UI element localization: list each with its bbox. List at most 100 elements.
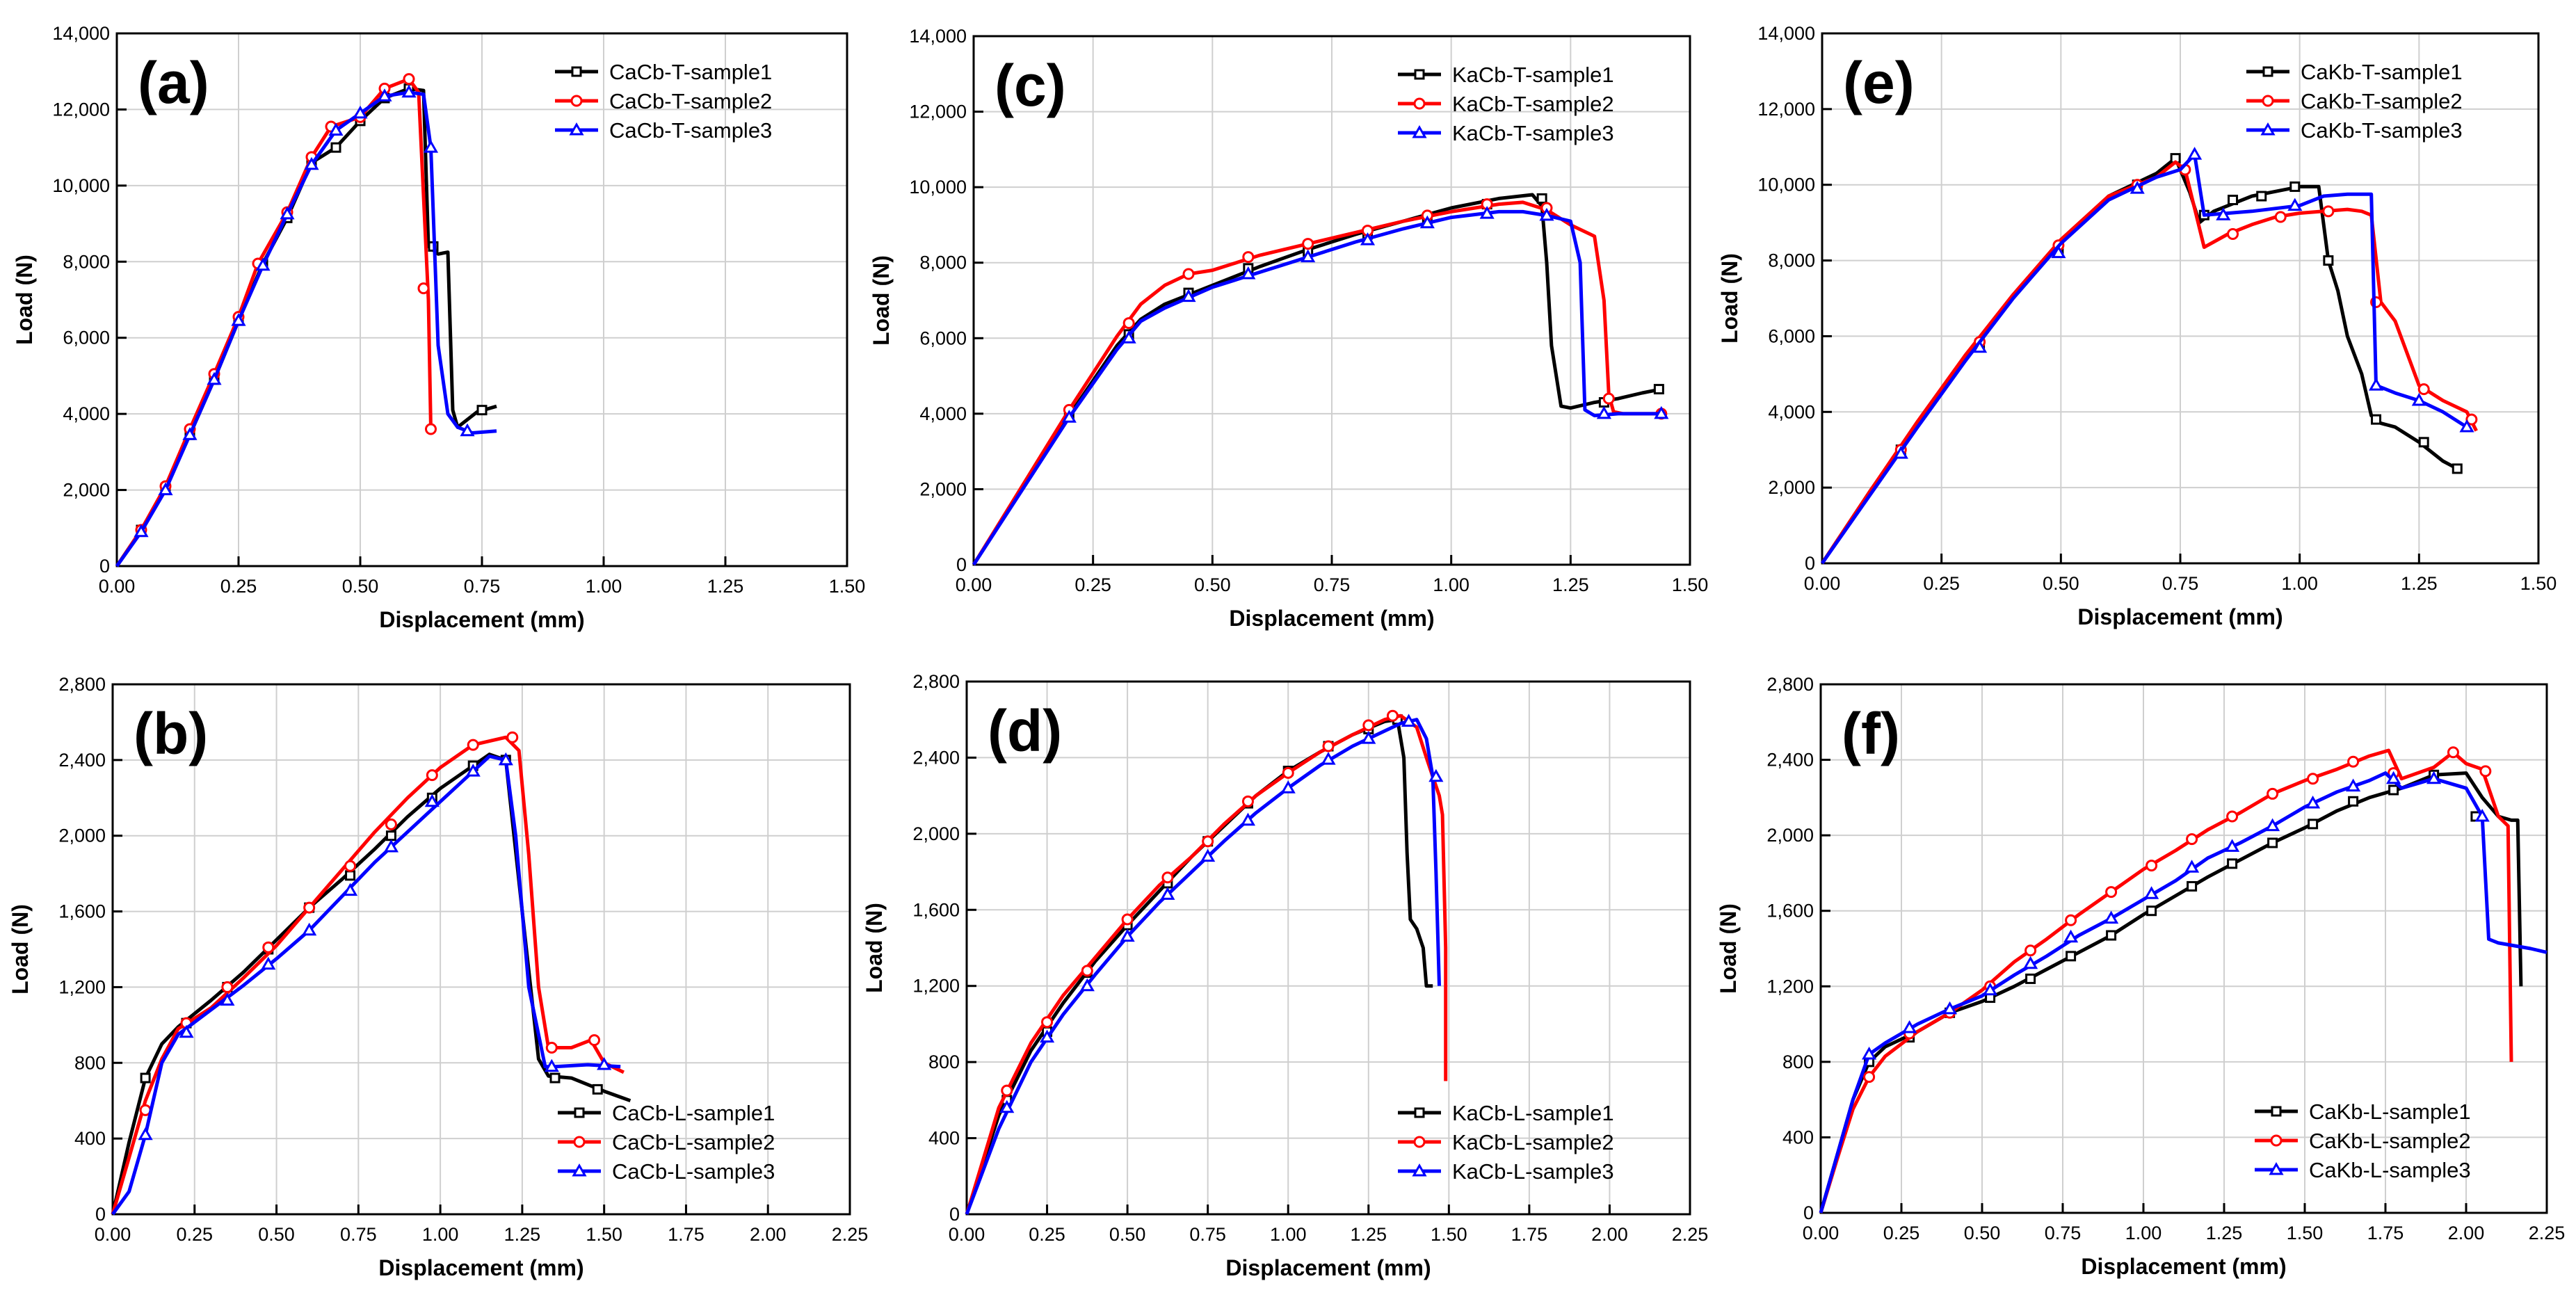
y-tick-label: 14,000 [52, 23, 110, 44]
data-point [1602, 392, 1615, 405]
data-point [2274, 211, 2287, 223]
data-point [1160, 887, 1175, 900]
series-CaCb-L-sample3 [111, 752, 621, 1216]
data-point [385, 818, 397, 830]
series-line [1820, 152, 2468, 565]
data-point [2323, 255, 2334, 266]
data-point [2144, 886, 2159, 899]
series-KaCb-L-sample3 [965, 714, 1444, 1215]
legend: KaCb-L-sample1 KaCb-L-sample2 KaCb-L-sampl… [1398, 1101, 1614, 1184]
x-tick-label: 0.75 [464, 576, 501, 597]
panel-label: (b) [134, 701, 208, 766]
legend-marker [1413, 1136, 1426, 1148]
series-line [965, 718, 1441, 1215]
data-point [498, 752, 513, 766]
data-point [1301, 249, 1316, 263]
data-point [2305, 795, 2321, 809]
x-tick-label: 2.25 [2529, 1223, 2566, 1243]
data-point [1200, 848, 1216, 862]
y-tick-label: 8,000 [919, 252, 967, 273]
legend-marker [1414, 1107, 1425, 1118]
data-point [1122, 317, 1135, 330]
chart-panel-1: 0.00 0.25 0.50 0.75 1.00 1.25 1.50 0 2,000 4,000 6… [869, 26, 1708, 631]
data-point [2066, 951, 2077, 962]
data-point [280, 206, 295, 220]
legend-label: CaCb-L-sample1 [612, 1101, 775, 1125]
data-point [1942, 1001, 1958, 1015]
y-tick-label: 2,000 [58, 825, 106, 846]
data-point [2267, 787, 2279, 800]
data-point [2146, 860, 2158, 872]
legend-label: CaKb-T-sample3 [2301, 118, 2463, 143]
y-tick-label: 1,600 [58, 901, 106, 922]
y-tick-label: 400 [928, 1128, 960, 1149]
x-tick-label: 2.00 [2448, 1223, 2485, 1243]
legend-marker [1413, 97, 1426, 110]
chart-panel-0: 0.00 0.25 0.50 0.75 1.00 1.25 1.50 0 2,000 4,000 6… [12, 23, 865, 632]
legend-label: CaCb-T-sample2 [609, 89, 772, 113]
x-tick-label: 1.50 [829, 576, 866, 597]
data-point [182, 427, 198, 440]
y-tick-label: 6,000 [63, 328, 110, 348]
legend-label: CaCb-T-sample1 [609, 60, 772, 84]
data-point [999, 1099, 1015, 1113]
data-point [1120, 928, 1135, 942]
x-tick-label: 1.50 [1672, 574, 1709, 595]
legend-marker [1414, 69, 1425, 80]
data-point [1983, 982, 1998, 996]
y-tick-label: 2,400 [912, 747, 960, 768]
series-line [115, 77, 433, 567]
y-axis-label: Load (N) [869, 255, 894, 346]
legend-label: KaCb-T-sample1 [1452, 63, 1614, 87]
legend: CaCb-T-sample1 CaCb-T-sample2 CaCb-T-sampl… [555, 60, 772, 143]
data-point [330, 142, 341, 153]
data-point [2146, 905, 2157, 917]
data-point [2474, 808, 2490, 822]
data-point [303, 901, 316, 914]
data-point [2465, 413, 2478, 426]
y-tick-label: 2,400 [1766, 750, 1814, 771]
series-KaCb-L-sample1 [965, 714, 1433, 1215]
legend-marker [2269, 1161, 2284, 1175]
data-point [2347, 755, 2360, 768]
data-point [353, 105, 368, 119]
data-point [2386, 771, 2401, 784]
x-tick-label: 0.00 [95, 1224, 131, 1245]
data-point [1061, 410, 1077, 423]
legend-marker [574, 1107, 585, 1118]
y-tick-label: 0 [949, 1204, 960, 1225]
series-CaCb-L-sample1 [111, 752, 631, 1215]
data-point [2023, 956, 2038, 969]
y-tick-label: 14,000 [1757, 23, 1815, 44]
data-point [1902, 1020, 1917, 1033]
y-tick-label: 2,800 [1766, 674, 1814, 695]
data-point [261, 956, 276, 970]
data-point [2051, 245, 2066, 259]
legend: KaCb-T-sample1 KaCb-T-sample2 KaCb-T-sampl… [1398, 63, 1614, 145]
y-tick-label: 1,200 [1766, 976, 1814, 997]
data-point [545, 1042, 558, 1054]
data-point [1302, 238, 1314, 250]
legend-marker [573, 1136, 586, 1148]
legend-marker [2271, 1106, 2282, 1117]
panel-label: (e) [1843, 50, 1915, 115]
y-axis-label: Load (N) [1716, 903, 1741, 994]
series-line [1820, 156, 2458, 565]
x-tick-label: 1.25 [1350, 1224, 1387, 1245]
x-tick-label: 1.00 [586, 576, 622, 597]
panel-label: (f) [1842, 701, 1900, 766]
x-tick-label: 1.50 [2287, 1223, 2324, 1243]
data-point [2216, 207, 2231, 220]
data-point [2130, 181, 2145, 194]
data-point [2187, 880, 2198, 892]
data-point [2228, 194, 2239, 205]
legend-label: CaCb-L-sample2 [612, 1130, 775, 1154]
data-point [506, 731, 519, 743]
series-KaCb-T-sample1 [972, 193, 1664, 566]
y-tick-label: 10,000 [52, 175, 110, 196]
x-tick-label: 1.00 [422, 1224, 459, 1245]
x-tick-label: 1.50 [1431, 1224, 1467, 1245]
series-CaCb-L-sample2 [111, 731, 625, 1215]
data-point [2256, 191, 2267, 202]
x-tick-label: 1.25 [707, 576, 744, 597]
